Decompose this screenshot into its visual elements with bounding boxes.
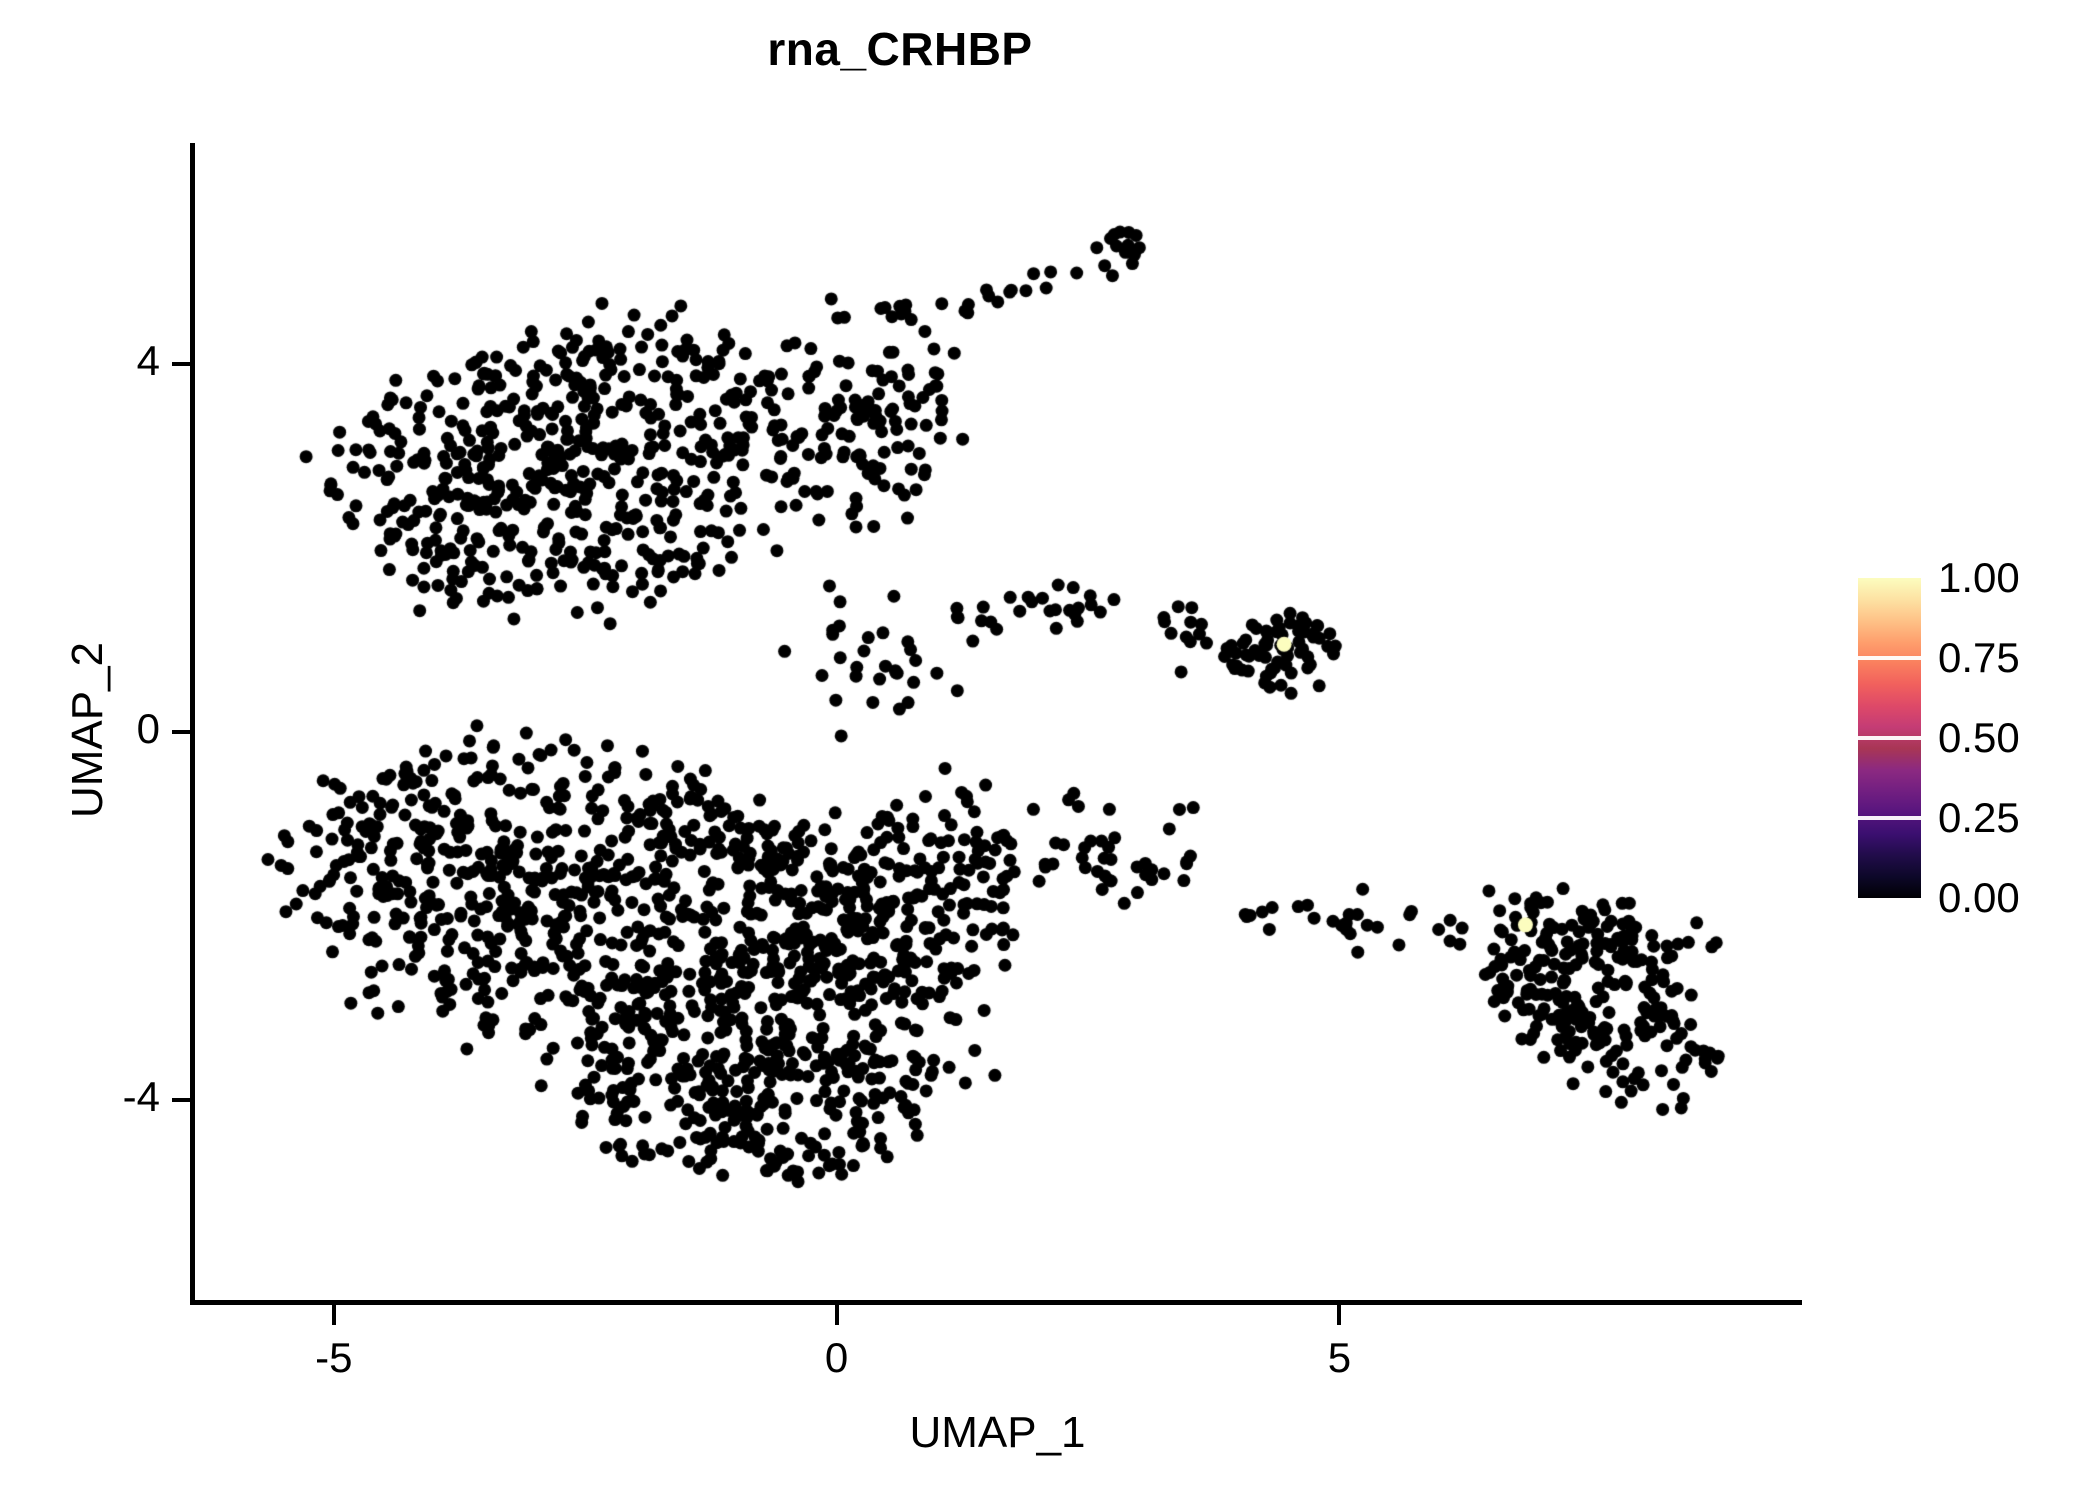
page-title: rna_CRHBP: [767, 23, 1033, 75]
y-tick-label: 0: [136, 704, 160, 752]
x-tick-mark: [331, 1304, 336, 1325]
colorbar-tick-label: 0.50: [1938, 714, 2020, 761]
colorbar-tick-label: 0.25: [1938, 794, 2020, 841]
colorbar-legend: 0.00 0.25 0.50 0.75 1.00: [1858, 554, 2088, 921]
x-axis-title: UMAP_1: [909, 1408, 1086, 1457]
colorbar-tick-label: 0.00: [1938, 874, 2020, 921]
y-tick-mark: [172, 729, 192, 734]
x-tick-label: 5: [1327, 1334, 1352, 1381]
y-tick-label: -4: [122, 1072, 160, 1120]
x-axis-line: [190, 1300, 1802, 1305]
y-tick-mark: [172, 361, 192, 366]
colorbar-tick-mark: [1858, 656, 1921, 660]
scatter-points-layer: [193, 143, 1802, 1302]
y-axis-line: [190, 143, 195, 1305]
x-tick-label: 0: [824, 1334, 849, 1381]
plot-panel: [193, 143, 1802, 1302]
y-tick-label: 4: [136, 336, 160, 384]
x-tick-mark: [834, 1304, 839, 1325]
colorbar-tick-label: 1.00: [1938, 554, 2020, 601]
colorbar-tick-mark: [1858, 816, 1921, 820]
colorbar-tick-label: 0.75: [1938, 634, 2020, 681]
y-tick-mark: [172, 1097, 192, 1102]
x-tick-mark: [1337, 1304, 1342, 1325]
x-tick-label: -5: [315, 1334, 353, 1381]
y-axis-title: UMAP_2: [63, 641, 112, 819]
colorbar-tick-mark: [1858, 736, 1921, 740]
